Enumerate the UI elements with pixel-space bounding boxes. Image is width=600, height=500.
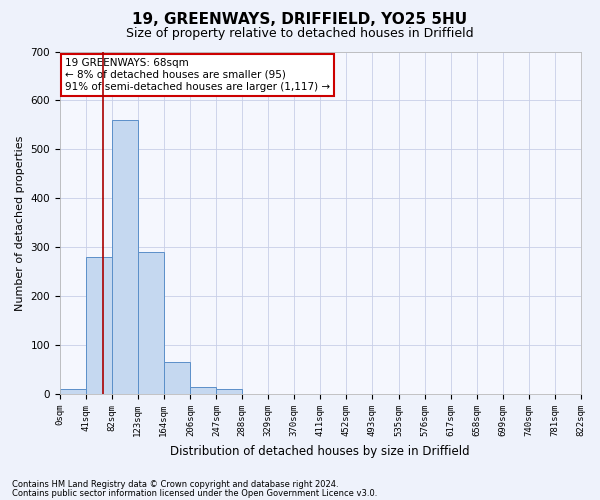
- Text: 19 GREENWAYS: 68sqm
← 8% of detached houses are smaller (95)
91% of semi-detache: 19 GREENWAYS: 68sqm ← 8% of detached hou…: [65, 58, 330, 92]
- Text: 19, GREENWAYS, DRIFFIELD, YO25 5HU: 19, GREENWAYS, DRIFFIELD, YO25 5HU: [133, 12, 467, 28]
- X-axis label: Distribution of detached houses by size in Driffield: Distribution of detached houses by size …: [170, 444, 470, 458]
- Bar: [217, 390, 242, 394]
- Bar: [164, 362, 190, 394]
- Bar: [60, 390, 86, 394]
- Bar: [190, 387, 217, 394]
- Text: Contains HM Land Registry data © Crown copyright and database right 2024.: Contains HM Land Registry data © Crown c…: [12, 480, 338, 489]
- Bar: [86, 257, 112, 394]
- Text: Contains public sector information licensed under the Open Government Licence v3: Contains public sector information licen…: [12, 488, 377, 498]
- Y-axis label: Number of detached properties: Number of detached properties: [15, 135, 25, 310]
- Text: Size of property relative to detached houses in Driffield: Size of property relative to detached ho…: [126, 28, 474, 40]
- Bar: [112, 120, 138, 394]
- Bar: [138, 252, 164, 394]
